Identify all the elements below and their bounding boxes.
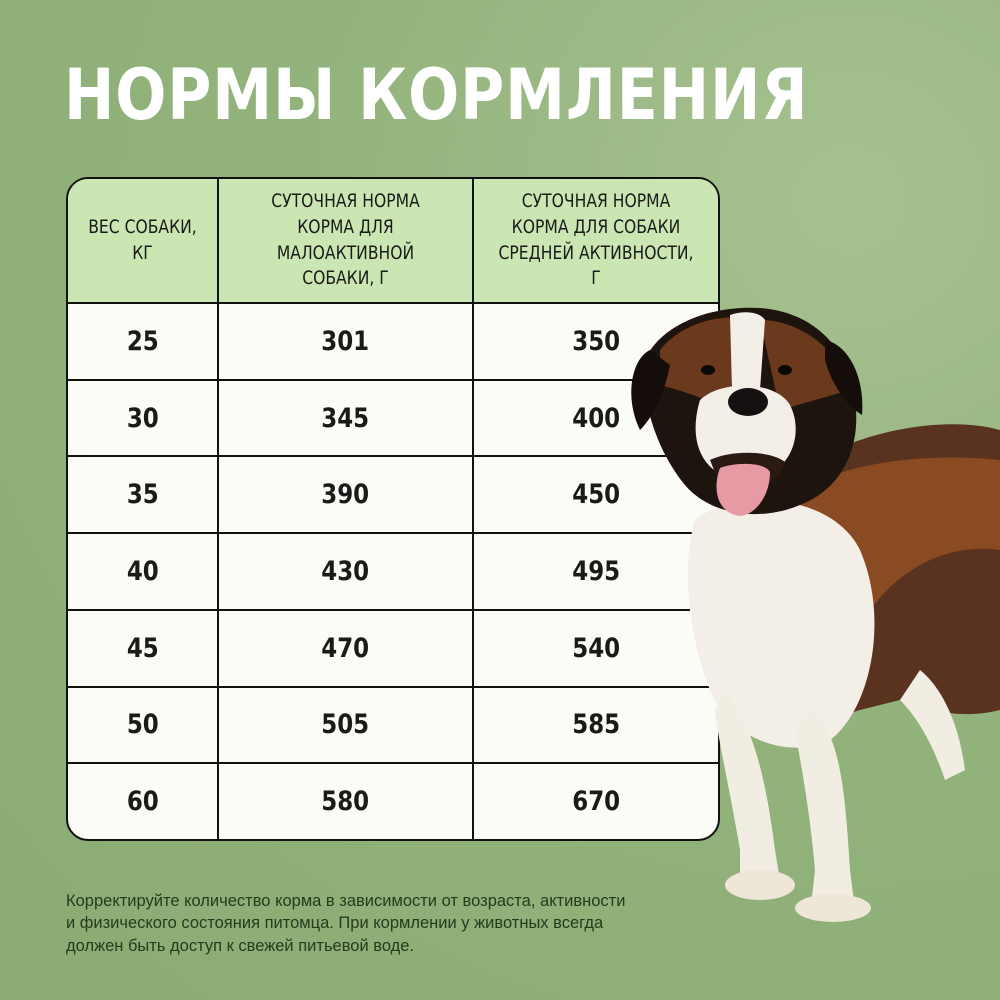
table-row: 60 580 670 (68, 762, 718, 839)
cell-low-activity: 505 (217, 685, 474, 765)
cell-weight: 25 (68, 302, 219, 381)
cell-weight: 45 (68, 608, 219, 688)
cell-medium-activity: 495 (472, 532, 718, 611)
feeding-note: Корректируйте количество корма в зависим… (66, 892, 626, 955)
cell-low-activity: 430 (217, 532, 474, 611)
cell-medium-activity: 670 (472, 762, 718, 839)
cell-low-activity: 345 (217, 378, 474, 458)
cell-low-activity: 580 (217, 762, 474, 839)
cell-weight: 35 (68, 455, 219, 535)
header-low-activity: СУТОЧНАЯ НОРМА КОРМА ДЛЯ МАЛОАКТИВНОЙ СО… (217, 179, 474, 304)
dog-photo (631, 307, 1000, 922)
page-title: НОРМЫ КОРМЛЕНИЯ (64, 54, 809, 136)
table-row: 50 505 585 (68, 685, 718, 765)
table-row: 40 430 495 (68, 532, 718, 611)
feeding-table: ВЕС СОБАКИ, КГ СУТОЧНАЯ НОРМА КОРМА ДЛЯ … (66, 177, 720, 841)
cell-low-activity: 470 (217, 608, 474, 688)
cell-weight: 50 (68, 685, 219, 765)
cell-medium-activity: 540 (472, 608, 718, 688)
cell-weight: 40 (68, 532, 219, 611)
cell-medium-activity: 585 (472, 685, 718, 765)
cell-low-activity: 390 (217, 455, 474, 535)
cell-weight: 60 (68, 762, 219, 839)
header-medium-activity: СУТОЧНАЯ НОРМА КОРМА ДЛЯ СОБАКИ СРЕДНЕЙ … (472, 179, 718, 304)
cell-low-activity: 301 (217, 302, 474, 381)
cell-weight: 30 (68, 378, 219, 458)
header-weight: ВЕС СОБАКИ, КГ (68, 179, 219, 304)
table-row: 35 390 450 (68, 455, 718, 535)
table-header-row: ВЕС СОБАКИ, КГ СУТОЧНАЯ НОРМА КОРМА ДЛЯ … (68, 179, 718, 304)
table-row: 45 470 540 (68, 608, 718, 688)
